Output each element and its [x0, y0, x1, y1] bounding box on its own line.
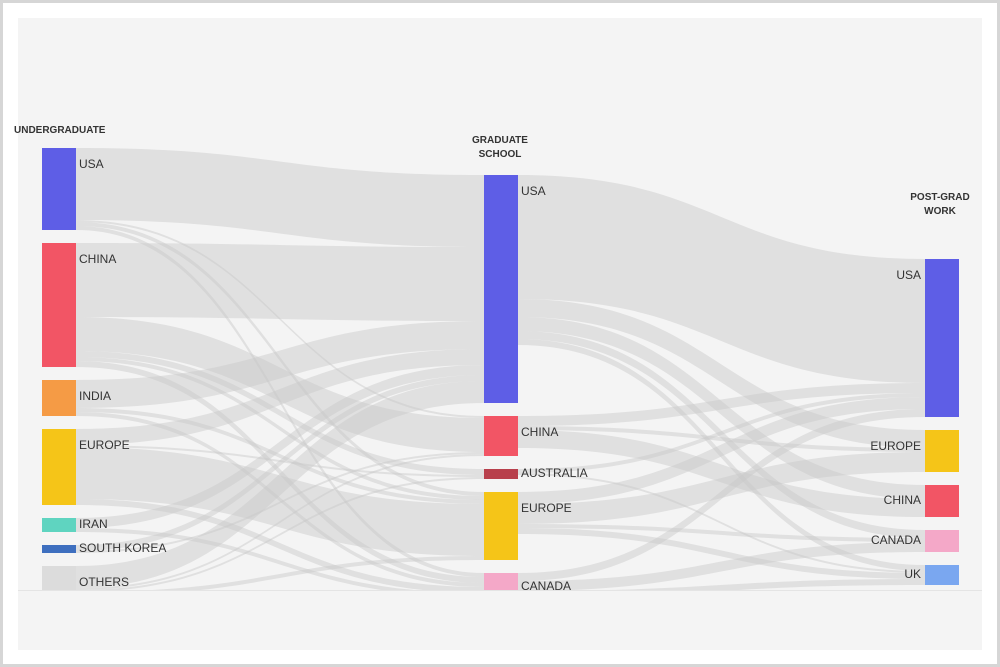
node	[42, 566, 76, 590]
link	[518, 331, 925, 538]
node-label: EUROPE	[870, 439, 921, 453]
link	[518, 409, 925, 581]
node-label: USA	[896, 268, 921, 282]
link	[76, 349, 484, 445]
link	[76, 222, 484, 496]
link	[151, 556, 484, 590]
node	[925, 530, 959, 552]
link	[518, 393, 925, 473]
column-title: UNDERGRADUATE	[14, 125, 106, 136]
link	[76, 412, 484, 587]
link	[76, 361, 484, 583]
node	[925, 430, 959, 472]
node-label: CHINA	[79, 252, 116, 266]
node	[42, 545, 76, 553]
node	[42, 429, 76, 505]
node	[484, 175, 518, 403]
nodes: USA CHINA INDIA EUROPE IRAN SOUTH KOREA OTHERS…	[42, 148, 959, 593]
node	[484, 416, 518, 456]
link	[76, 477, 484, 590]
link	[76, 243, 484, 321]
node-label: USA	[79, 157, 104, 171]
node-label: AUSTRALIA	[521, 466, 588, 480]
node-label: INDIA	[79, 389, 111, 403]
node-label: CHINA	[521, 425, 558, 439]
link	[608, 579, 925, 590]
link	[518, 317, 925, 499]
link	[518, 528, 925, 579]
link	[76, 454, 484, 590]
link	[76, 381, 484, 588]
link	[518, 452, 925, 524]
node-label: CANADA	[521, 579, 571, 593]
link	[76, 321, 484, 408]
link	[518, 542, 925, 590]
link	[76, 351, 484, 475]
link	[518, 473, 925, 573]
link	[518, 299, 925, 448]
link	[76, 226, 484, 577]
link	[518, 430, 925, 517]
link	[76, 365, 484, 528]
node-label: CANADA	[871, 533, 921, 547]
links	[76, 148, 925, 590]
node-label: EUROPE	[521, 501, 572, 515]
node	[484, 573, 518, 590]
node-label: UK	[904, 567, 921, 581]
link	[76, 357, 484, 500]
node	[925, 259, 959, 417]
link	[518, 524, 925, 542]
link	[518, 426, 925, 452]
node	[42, 148, 76, 230]
link	[518, 175, 925, 383]
node-label: IRAN	[79, 517, 108, 531]
node-label: OTHERS	[79, 575, 129, 589]
link	[76, 452, 484, 553]
node-label: EUROPE	[79, 438, 130, 452]
node-label: CHINA	[884, 493, 921, 507]
node-label: USA	[521, 184, 546, 198]
column-title: POST-GRAD WORK	[910, 192, 970, 217]
node	[925, 485, 959, 517]
link	[76, 499, 484, 590]
link	[518, 383, 925, 426]
node	[42, 518, 76, 532]
link	[76, 447, 484, 556]
link	[518, 397, 925, 504]
link	[76, 408, 484, 504]
node	[484, 469, 518, 479]
link	[76, 148, 484, 247]
node-label: SOUTH KOREA	[79, 541, 166, 555]
link	[76, 317, 484, 452]
chart: USA CHINA INDIA EUROPE IRAN SOUTH KOREA OTHERS…	[18, 18, 982, 650]
link	[76, 375, 484, 551]
node	[42, 380, 76, 416]
node	[42, 243, 76, 367]
column-title: GRADUATE SCHOOL	[472, 135, 528, 160]
link	[76, 445, 484, 477]
node	[925, 565, 959, 585]
link	[518, 339, 925, 571]
node	[484, 492, 518, 560]
link	[76, 220, 484, 418]
